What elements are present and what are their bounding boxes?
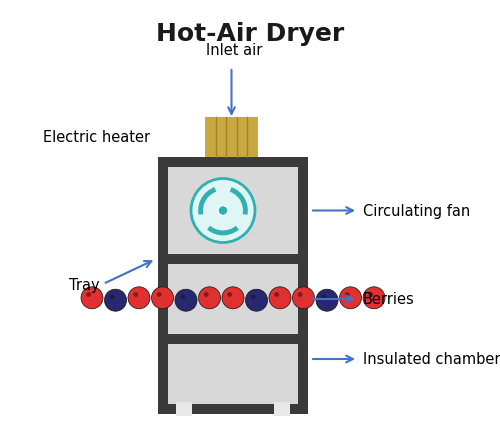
Text: Inlet air: Inlet air (206, 43, 262, 58)
Text: Insulated chamber: Insulated chamber (363, 352, 500, 367)
Circle shape (218, 206, 228, 216)
Circle shape (134, 292, 138, 297)
Circle shape (110, 295, 114, 299)
Circle shape (316, 290, 338, 311)
Circle shape (340, 287, 361, 309)
Bar (158, 334, 308, 344)
Text: Tray: Tray (70, 278, 100, 293)
Circle shape (175, 290, 197, 311)
Circle shape (228, 292, 232, 297)
Bar (158, 254, 308, 265)
Bar (168, 344, 298, 404)
Circle shape (246, 290, 268, 311)
Circle shape (152, 287, 174, 309)
Circle shape (251, 295, 256, 299)
Circle shape (128, 287, 150, 309)
Text: Hot-Air Dryer: Hot-Air Dryer (156, 22, 344, 46)
Text: Electric heater: Electric heater (43, 130, 150, 145)
Circle shape (345, 292, 350, 297)
Circle shape (363, 287, 385, 309)
Bar (168, 167, 298, 254)
Bar (274, 402, 290, 416)
Circle shape (204, 292, 208, 297)
Circle shape (104, 290, 126, 311)
Circle shape (157, 292, 162, 297)
Circle shape (191, 179, 255, 243)
Circle shape (322, 295, 326, 299)
Text: Berries: Berries (363, 292, 415, 307)
Circle shape (292, 287, 314, 309)
Circle shape (222, 287, 244, 309)
Bar (168, 265, 298, 334)
Circle shape (180, 295, 185, 299)
Text: Circulating fan: Circulating fan (363, 204, 470, 219)
Circle shape (198, 287, 220, 309)
Circle shape (269, 287, 291, 309)
Circle shape (81, 287, 103, 309)
Circle shape (274, 292, 279, 297)
Circle shape (86, 292, 91, 297)
Circle shape (298, 292, 302, 297)
Bar (158, 158, 308, 414)
Circle shape (368, 292, 373, 297)
Bar (176, 402, 192, 416)
Bar (205, 118, 258, 158)
